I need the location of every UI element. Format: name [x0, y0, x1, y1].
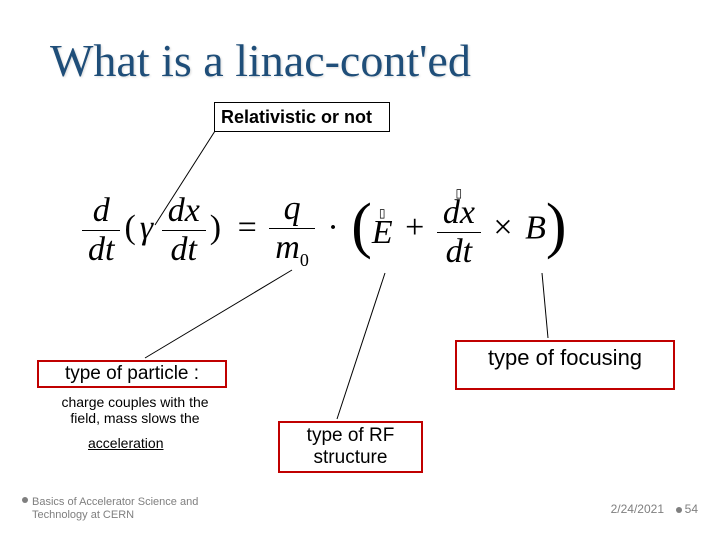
eq-dxdt2: ▯dx dt: [437, 190, 481, 271]
callout-relativistic: Relativistic or not: [214, 102, 390, 132]
eq-ddt1: d dt: [82, 192, 120, 269]
eq-times: ×: [489, 209, 516, 246]
footer-date: 2/24/2021: [611, 502, 664, 516]
eq-rparen1: ): [206, 209, 225, 246]
footer-course: Basics of Accelerator Science and Techno…: [32, 496, 198, 522]
eq-dxdt1: dx dt: [162, 192, 206, 269]
eq-bigrparen: ): [546, 202, 567, 252]
callout-rf-line1: type of RF: [307, 425, 395, 447]
eq-lparen1: (: [120, 209, 139, 246]
callout-focusing-label: type of focusing: [488, 345, 642, 371]
eq-B: B: [525, 209, 546, 246]
callout-particle-caption: charge couples with the field, mass slow…: [45, 394, 225, 426]
eq-gamma: γ: [140, 209, 153, 246]
callout-focusing: type of focusing: [455, 340, 675, 390]
callout-rf-line2: structure: [314, 447, 388, 469]
eq-plus: +: [401, 209, 428, 246]
footer-course-line1: Basics of Accelerator Science and: [32, 496, 198, 508]
callout-particle-accel: acceleration: [88, 435, 164, 451]
eq-biglparen: (: [351, 202, 372, 252]
callout-particle-label: type of particle :: [65, 363, 199, 385]
slide: What is a linac-cont'ed Relativistic or …: [0, 0, 720, 540]
eq-equals: =: [234, 209, 261, 246]
eq-E: ▯E: [372, 210, 393, 252]
callout-relativistic-label: Relativistic or not: [221, 107, 372, 128]
eq-qm0: q m0: [269, 190, 315, 271]
footer-course-line2: Technology at CERN: [32, 509, 134, 521]
lorentz-equation: d dt (γ dx dt ) = q m0 · (▯E + ▯dx dt × …: [82, 190, 622, 271]
slide-title: What is a linac-cont'ed: [50, 34, 471, 87]
callout-rf: type of RF structure: [278, 421, 423, 473]
footer-page: 54: [676, 502, 698, 516]
footer-bullet-icon: [22, 497, 28, 503]
callout-particle: type of particle :: [37, 360, 227, 388]
eq-dot: ·: [323, 209, 342, 246]
